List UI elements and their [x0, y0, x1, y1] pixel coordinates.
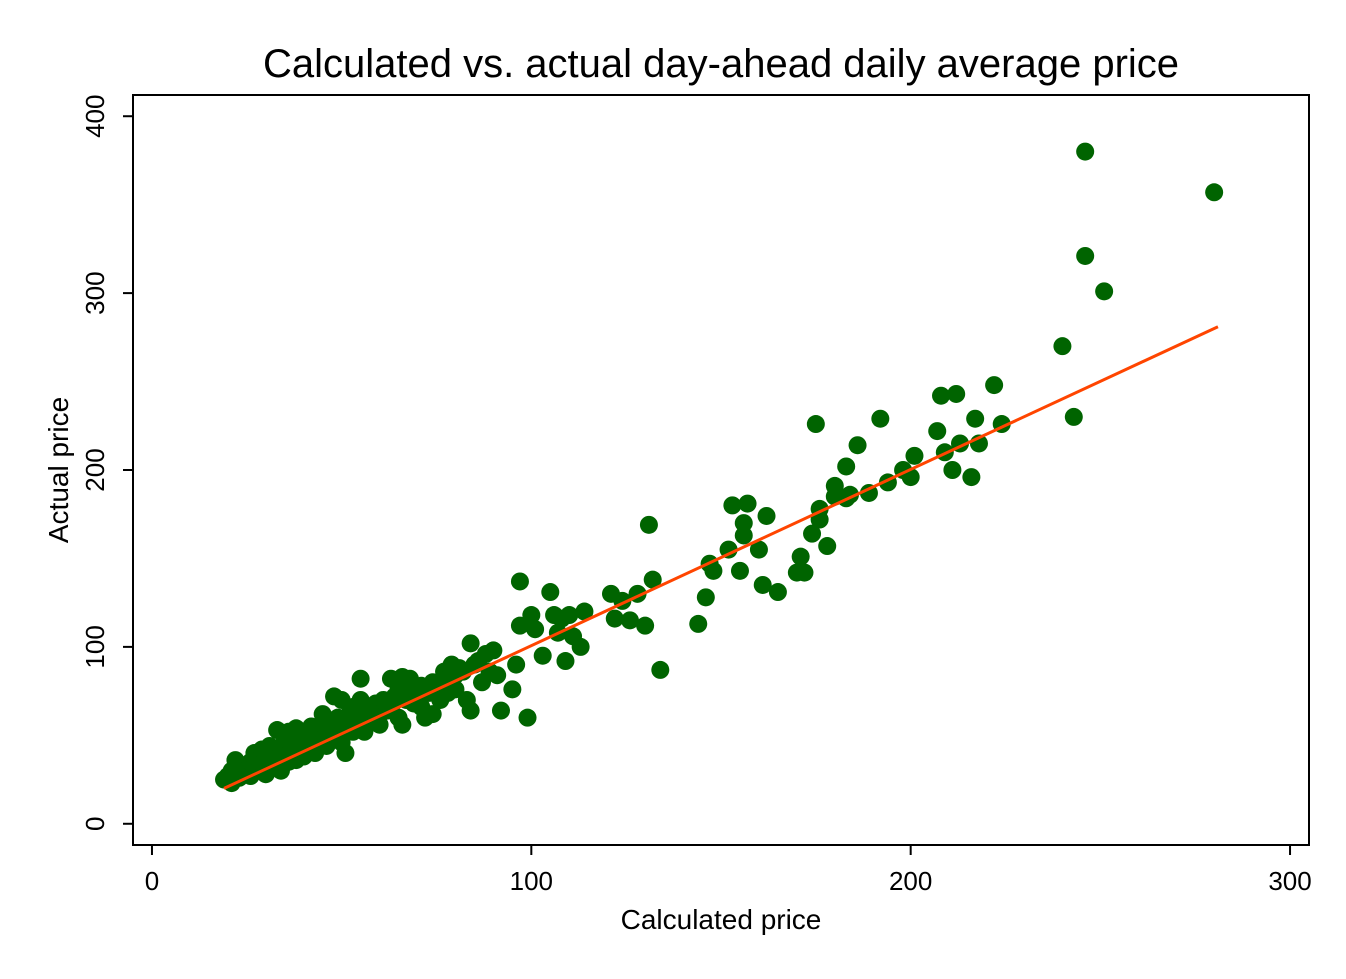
data-point: [510, 572, 529, 591]
data-point: [351, 669, 370, 688]
data-point: [370, 715, 389, 734]
data-point: [768, 583, 787, 602]
fit-line: [223, 325, 1219, 790]
data-point: [905, 446, 924, 465]
data-point: [719, 540, 738, 559]
data-point: [393, 715, 412, 734]
x-tick-label: 200: [889, 866, 932, 896]
data-point: [560, 606, 579, 625]
data-point: [943, 461, 962, 479]
data-point: [704, 561, 723, 580]
data-point: [1053, 337, 1072, 356]
data-point: [533, 646, 552, 665]
data-point: [491, 701, 510, 720]
data-point: [859, 483, 878, 502]
data-point: [696, 588, 715, 607]
data-point: [575, 602, 594, 621]
data-point: [643, 570, 662, 589]
data-point: [791, 547, 810, 566]
data-point: [749, 540, 768, 559]
data-point: [966, 409, 985, 428]
data-point: [723, 496, 742, 515]
data-point: [962, 468, 981, 487]
data-point: [753, 575, 772, 594]
data-point: [651, 660, 670, 679]
chart-title: Calculated vs. actual day-ahead daily av…: [263, 42, 1179, 86]
y-tick-label: 0: [80, 817, 110, 831]
x-axis-label: Calculated price: [621, 904, 822, 935]
data-point: [1064, 407, 1083, 426]
fit-line-group: [223, 325, 1219, 790]
data-point: [947, 384, 966, 403]
y-tick-label: 300: [80, 271, 110, 314]
data-point: [803, 524, 822, 543]
data-point: [757, 506, 776, 525]
data-point: [571, 637, 590, 656]
data-point: [541, 583, 560, 602]
data-point: [507, 655, 526, 674]
data-point: [423, 705, 442, 724]
data-point: [526, 620, 545, 639]
data-point: [522, 606, 541, 625]
data-point: [336, 744, 355, 763]
x-tick-label: 0: [145, 866, 159, 896]
y-tick-label: 400: [80, 95, 110, 138]
y-tick-label: 100: [80, 625, 110, 668]
data-point: [461, 701, 480, 720]
data-point: [1205, 183, 1224, 202]
data-point: [795, 563, 814, 582]
y-axis: 0 100 200 300 400: [80, 95, 133, 831]
data-point: [518, 708, 537, 727]
data-point: [639, 515, 658, 534]
data-point: [605, 609, 624, 628]
data-point: [806, 415, 825, 434]
x-tick-label: 300: [1268, 866, 1311, 896]
data-point: [503, 680, 522, 699]
data-point: [730, 561, 749, 580]
x-tick-label: 100: [510, 866, 553, 896]
data-point: [928, 422, 947, 441]
data-point: [461, 634, 480, 653]
data-point: [932, 386, 951, 405]
data-point: [689, 614, 708, 633]
data-point: [837, 457, 856, 476]
x-axis: 0 100 200 300: [145, 845, 1312, 896]
y-axis-label: Actual price: [43, 397, 74, 543]
data-point: [1095, 282, 1114, 301]
data-point: [871, 409, 890, 428]
data-point: [446, 680, 465, 699]
data-point: [825, 476, 844, 495]
data-point: [848, 436, 867, 455]
data-point: [484, 641, 503, 660]
data-point: [985, 376, 1004, 395]
data-point: [636, 616, 655, 635]
data-point: [734, 514, 753, 533]
y-tick-label: 200: [80, 448, 110, 491]
data-point: [556, 652, 575, 671]
data-point: [734, 526, 753, 545]
data-point: [1076, 142, 1095, 161]
data-point: [1076, 246, 1095, 265]
data-point: [738, 494, 757, 513]
data-point: [510, 616, 529, 635]
data-point: [488, 666, 507, 685]
data-point: [818, 537, 837, 556]
data-point: [620, 611, 639, 630]
